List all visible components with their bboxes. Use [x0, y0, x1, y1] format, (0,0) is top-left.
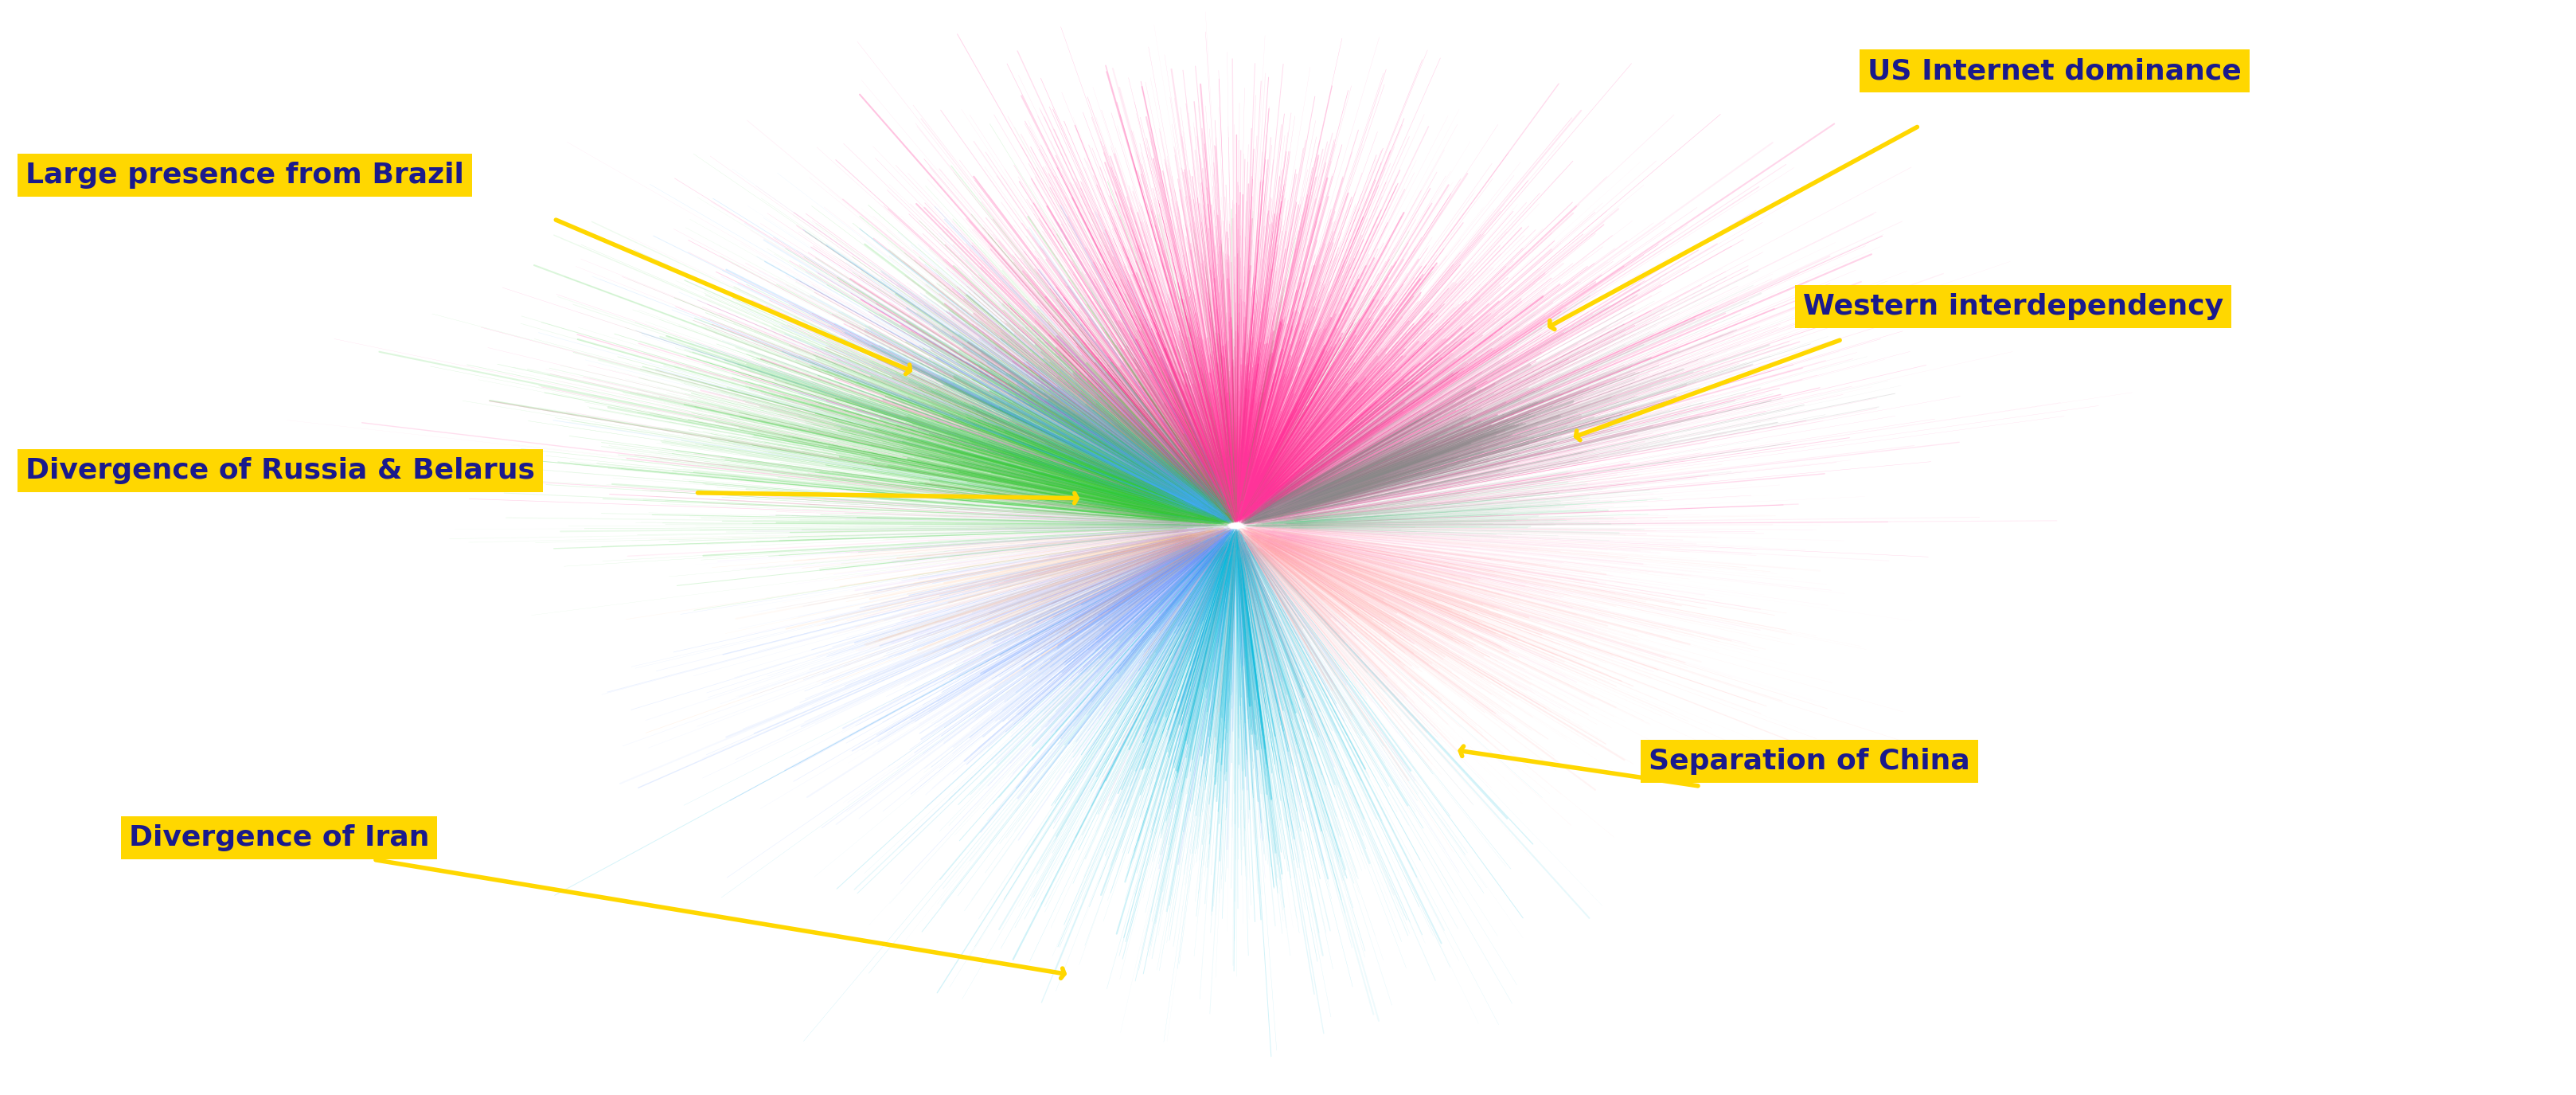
Text: Western interdependency: Western interdependency — [1803, 293, 2223, 320]
Text: Separation of China: Separation of China — [1649, 748, 1971, 774]
Text: Divergence of Russia & Belarus: Divergence of Russia & Belarus — [26, 458, 536, 484]
Text: Divergence of Iran: Divergence of Iran — [129, 825, 430, 851]
Text: US Internet dominance: US Internet dominance — [1868, 58, 2241, 84]
Text: Large presence from Brazil: Large presence from Brazil — [26, 162, 464, 188]
